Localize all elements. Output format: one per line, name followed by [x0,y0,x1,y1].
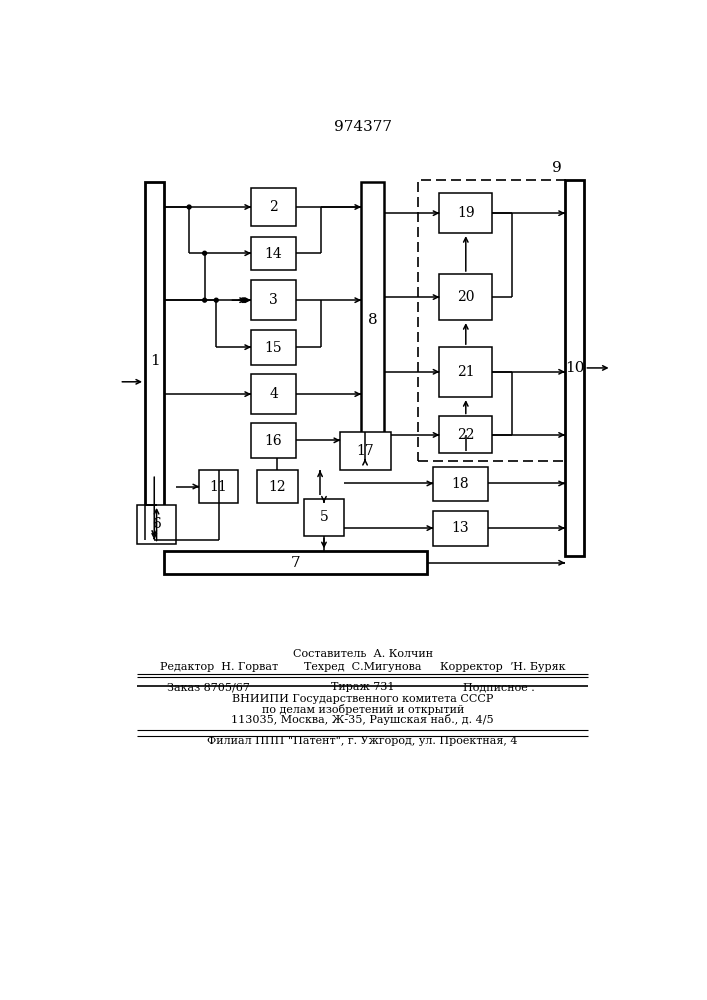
Bar [433,511,488,546]
Bar [440,416,492,453]
Text: 13: 13 [452,521,469,535]
Text: Корректор  ʼН. Буряк: Корректор ʼН. Буряк [440,662,566,672]
Bar [251,188,296,226]
Bar [251,280,296,320]
Text: по делам изобретений и открытий: по делам изобретений и открытий [262,704,464,715]
Bar [418,180,569,461]
Bar [433,466,488,501]
Circle shape [203,251,206,255]
Text: 12: 12 [269,480,286,494]
Text: Техред  С.Мигунова: Техред С.Мигунова [304,662,421,672]
Bar [251,330,296,365]
Bar [163,551,427,574]
Text: 20: 20 [457,290,474,304]
Bar [257,470,298,503]
Circle shape [203,298,206,302]
Text: 21: 21 [457,365,474,379]
Text: 8: 8 [368,313,378,327]
Text: 1: 1 [150,354,160,368]
Text: 10: 10 [565,361,585,375]
Text: Заказ 8705/67: Заказ 8705/67 [167,682,250,692]
Text: Филиал ППП "Патент", г. Ужгород, ул. Проектная, 4: Филиал ППП "Патент", г. Ужгород, ул. Про… [207,736,518,746]
Text: 6: 6 [152,517,161,531]
Text: 22: 22 [457,428,474,442]
Bar [199,470,238,503]
Text: 15: 15 [265,341,282,355]
Bar [145,182,164,540]
Text: Составитель  А. Колчин: Составитель А. Колчин [293,649,433,659]
Bar [565,180,585,556]
Text: 7: 7 [291,556,300,570]
Bar [304,499,344,536]
Text: 19: 19 [457,206,474,220]
Text: 16: 16 [265,434,282,448]
Bar [137,505,176,544]
Bar [440,347,492,397]
Text: 18: 18 [452,477,469,491]
Text: Подписное .: Подписное . [463,682,535,692]
Bar [251,423,296,458]
Text: 2: 2 [269,200,278,214]
Text: 974377: 974377 [334,120,392,134]
Text: ВНИИПИ Государственного комитета СССР: ВНИИПИ Государственного комитета СССР [232,694,493,704]
Bar [251,237,296,270]
Text: 113035, Москва, Ж-35, Раушская наб., д. 4/5: 113035, Москва, Ж-35, Раушская наб., д. … [231,714,494,725]
Text: 14: 14 [264,247,283,261]
Bar [251,374,296,414]
Text: 17: 17 [356,444,374,458]
Text: Тираж 731: Тираж 731 [331,682,395,692]
Bar [440,193,492,233]
Text: 11: 11 [210,480,228,494]
Circle shape [187,205,191,209]
Bar [361,182,385,459]
Text: 9: 9 [552,161,562,175]
Text: 5: 5 [320,510,328,524]
Text: 4: 4 [269,387,278,401]
Bar [440,274,492,320]
Text: 3: 3 [269,293,278,307]
Circle shape [214,298,218,302]
Bar [340,432,391,470]
Text: Редактор  Н. Горват: Редактор Н. Горват [160,662,278,672]
